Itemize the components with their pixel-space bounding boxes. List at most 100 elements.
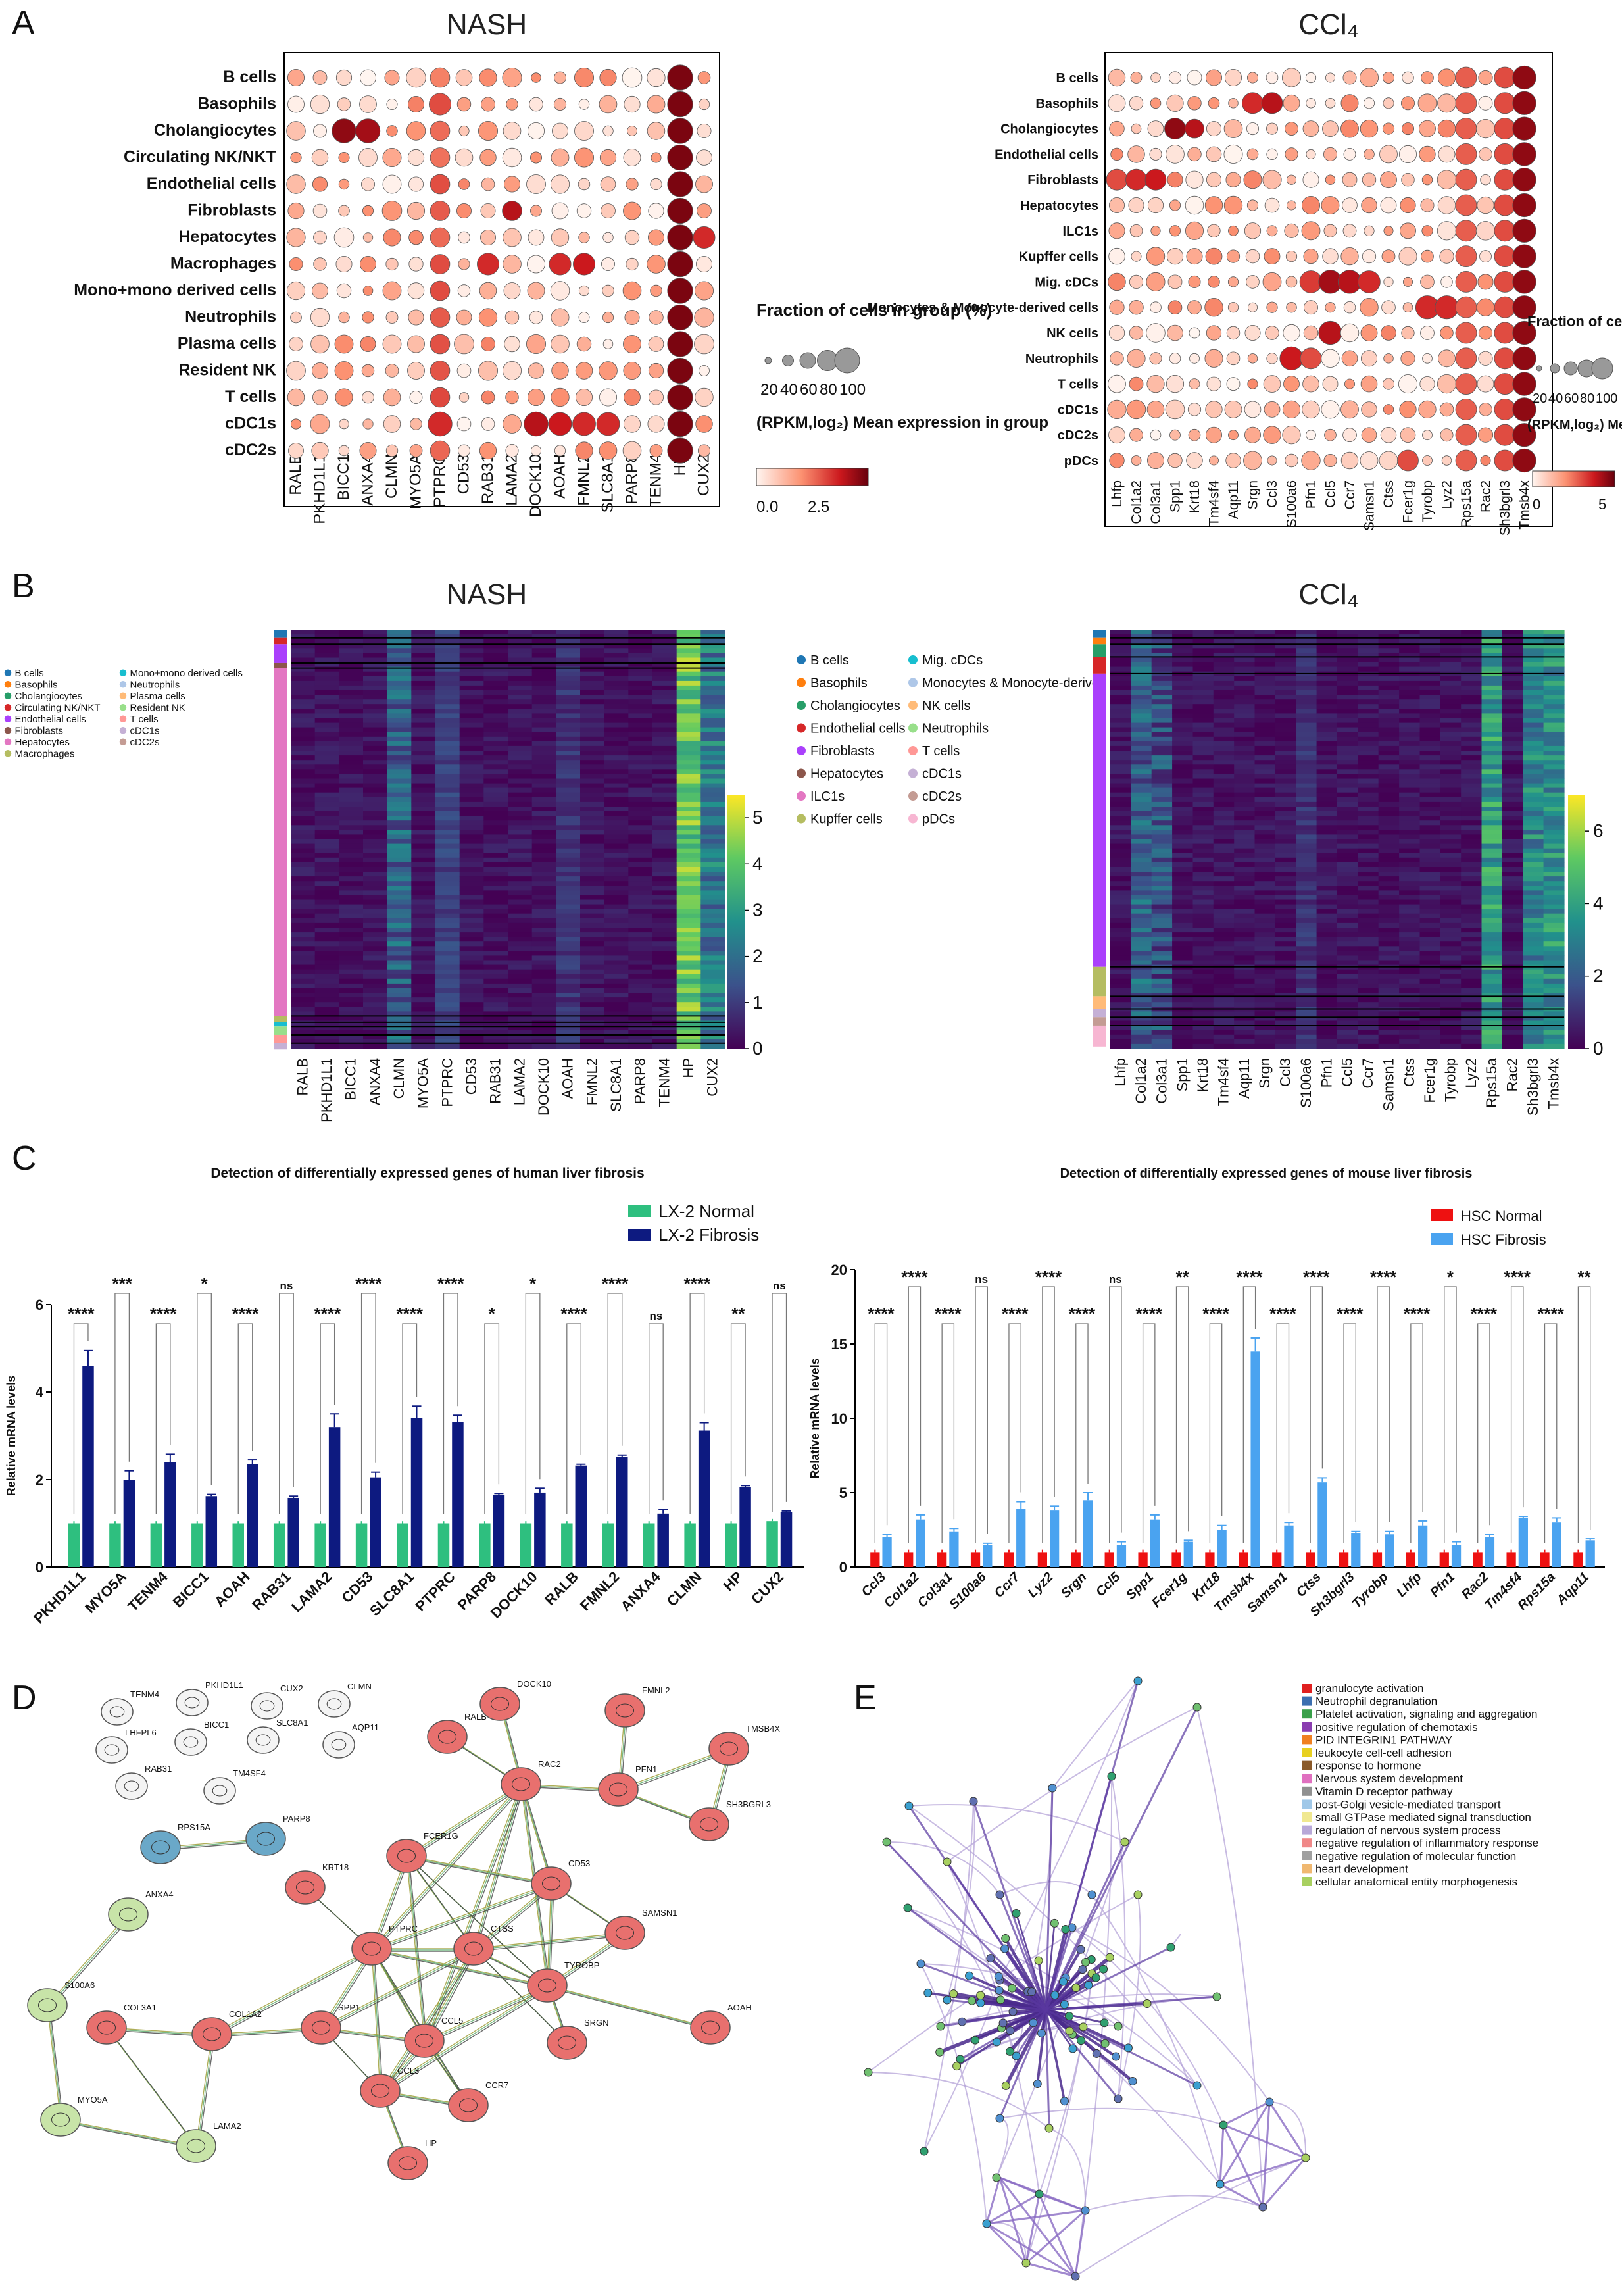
heatmap-cell bbox=[459, 727, 484, 733]
heatmap-cell bbox=[363, 1020, 388, 1026]
heatmap-cell bbox=[700, 843, 725, 849]
heatmap-cell bbox=[339, 1007, 364, 1012]
heatmap-cell bbox=[1234, 648, 1256, 653]
heatmap-cell bbox=[1234, 807, 1256, 812]
heatmap-cell bbox=[1110, 666, 1131, 672]
x-category-label: Tyrobp bbox=[1350, 1570, 1391, 1611]
heatmap-cell bbox=[1358, 1034, 1379, 1040]
heatmap-cell bbox=[1110, 853, 1131, 859]
legend-label: ILC1s bbox=[810, 789, 845, 804]
heatmap-cell bbox=[459, 751, 484, 756]
heatmap-cell bbox=[483, 1043, 508, 1049]
heatmap-cell bbox=[1275, 834, 1296, 840]
heatmap-cell bbox=[1378, 922, 1400, 928]
heatmap-cell bbox=[508, 690, 533, 695]
heatmap-cell bbox=[1172, 1034, 1194, 1040]
heatmap-cell bbox=[1378, 848, 1400, 854]
x-category-label: Ccr7 bbox=[992, 1569, 1023, 1601]
heatmap-cell bbox=[604, 755, 629, 761]
heatmap-cell bbox=[1234, 872, 1256, 877]
dot bbox=[667, 437, 693, 464]
dot bbox=[1127, 145, 1145, 163]
heatmap-cell bbox=[1358, 807, 1379, 812]
heatmap-cell bbox=[604, 909, 629, 914]
heatmap-cell bbox=[1213, 904, 1235, 910]
heatmap-cell bbox=[314, 751, 339, 756]
heatmap-cell bbox=[1234, 881, 1256, 886]
dotplot-row-label: Mig. cDCs bbox=[1035, 275, 1098, 289]
heatmap-cell bbox=[387, 969, 412, 975]
heatmap-cell bbox=[676, 932, 701, 937]
heatmap-cell bbox=[411, 741, 436, 747]
x-category-label: ANXA4 bbox=[618, 1568, 664, 1614]
heatmap-cell bbox=[1110, 928, 1131, 933]
heatmap-cell bbox=[556, 1034, 581, 1040]
heatmap-cell bbox=[508, 695, 533, 700]
heatmap-cell bbox=[604, 797, 629, 803]
heatmap-cell bbox=[435, 890, 460, 896]
heatmap-cell bbox=[1419, 695, 1441, 700]
heatmap-cell bbox=[700, 1034, 725, 1040]
heatmap-cell bbox=[1358, 825, 1379, 830]
heatmap-cell bbox=[1543, 825, 1565, 830]
heatmap-cell bbox=[1213, 825, 1235, 830]
dot bbox=[335, 69, 353, 86]
heatmap-cell bbox=[363, 937, 388, 942]
dot bbox=[1340, 400, 1359, 419]
heatmap-cell bbox=[1234, 1039, 1256, 1045]
heatmap-cell bbox=[1192, 974, 1214, 980]
heatmap-cell bbox=[363, 895, 388, 901]
heatmap-cell bbox=[1275, 941, 1296, 947]
legend-label: Macrophages bbox=[15, 749, 75, 760]
heatmap-cell bbox=[339, 862, 364, 868]
heatmap-cell bbox=[1213, 988, 1235, 993]
heatmap-cell bbox=[1254, 922, 1276, 928]
heatmap-cell bbox=[1419, 881, 1441, 886]
heatmap-cell bbox=[314, 657, 339, 663]
heatmap-cell bbox=[652, 951, 677, 957]
heatmap-cell bbox=[1131, 969, 1152, 975]
heatmap-cell bbox=[1358, 769, 1379, 774]
colorbar-tick-label: 5 bbox=[752, 807, 763, 828]
heatmap-cell bbox=[604, 978, 629, 984]
heatmap-cell bbox=[435, 1002, 460, 1007]
heatmap-cell bbox=[628, 1002, 653, 1007]
heatmap-cell bbox=[387, 695, 412, 700]
heatmap-cell bbox=[1419, 704, 1441, 709]
heatmap-cell bbox=[556, 909, 581, 914]
heatmap-cell bbox=[1131, 839, 1152, 845]
heatmap-cell bbox=[1213, 857, 1235, 863]
heatmap-cell bbox=[291, 783, 316, 789]
dot bbox=[479, 149, 497, 166]
heatmap-cell bbox=[314, 1007, 339, 1012]
dot bbox=[429, 93, 452, 116]
heatmap-cell bbox=[1337, 899, 1358, 905]
legend-swatch bbox=[4, 738, 12, 745]
heatmap-cell bbox=[652, 811, 677, 816]
heatmap-cell bbox=[1399, 951, 1421, 957]
dot bbox=[1185, 221, 1204, 240]
heatmap-cell bbox=[435, 886, 460, 891]
heatmap-cell bbox=[1543, 881, 1565, 886]
heatmap-cell bbox=[1234, 867, 1256, 872]
heatmap-cell bbox=[1419, 928, 1441, 933]
heatmap-cell bbox=[1481, 825, 1503, 830]
heatmap-cell bbox=[1523, 695, 1544, 700]
dot bbox=[1283, 324, 1300, 342]
dot bbox=[1266, 301, 1278, 313]
heatmap-cell bbox=[435, 695, 460, 700]
heatmap-cell bbox=[1254, 713, 1276, 719]
dot bbox=[362, 418, 374, 430]
heatmap-cell bbox=[1275, 909, 1296, 914]
heatmap-cell bbox=[604, 997, 629, 1003]
heatmap-cell bbox=[435, 988, 460, 993]
dot bbox=[1419, 376, 1435, 392]
heatmap-cell bbox=[1110, 951, 1131, 957]
heatmap-cell bbox=[1275, 988, 1296, 993]
heatmap-cell bbox=[628, 825, 653, 830]
heatmap-cell bbox=[1337, 727, 1358, 733]
heatmap-cell bbox=[1110, 741, 1131, 747]
heatmap-cell bbox=[1316, 1011, 1338, 1017]
heatmap-cell bbox=[604, 928, 629, 933]
heatmap-cell bbox=[1275, 890, 1296, 896]
